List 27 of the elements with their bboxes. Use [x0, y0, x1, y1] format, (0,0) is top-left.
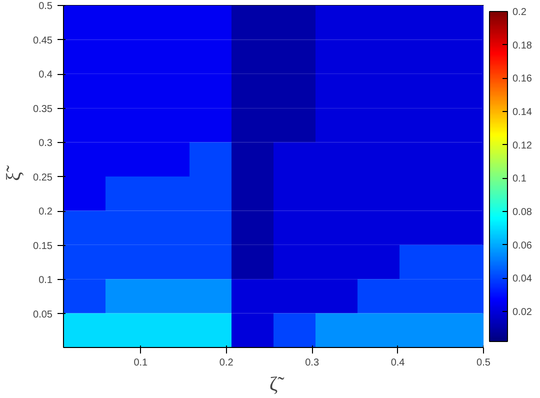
color-bar-label: 0.04	[512, 274, 532, 285]
color-bar-label: 0.08	[512, 207, 532, 218]
y-tick-label: 0.05	[33, 309, 53, 320]
y-tick-label: 0.4	[38, 70, 53, 81]
y-tick-label: 0.35	[33, 104, 53, 115]
x-axis-title: ζ̃	[269, 374, 285, 396]
color-bar-label: 0.02	[512, 307, 532, 318]
y-tick-label: 0.15	[33, 240, 53, 252]
color-bar-label: 0.2	[512, 7, 527, 18]
color-bar-label: 0.18	[512, 40, 532, 52]
y-tick-label: 0.5	[38, 1, 53, 12]
y-tick-label: 0.45	[33, 35, 53, 46]
x-tick-label: 0.2	[219, 358, 234, 368]
x-tick-label: 0.5	[476, 358, 491, 368]
y-tick-label: 0.1	[38, 275, 53, 286]
y-tick-label: 0.2	[38, 206, 53, 218]
color-bar-label: 0.16	[512, 74, 532, 85]
color-bar-label: 0.1	[512, 174, 527, 185]
y-tick-label: 0.3	[38, 138, 53, 150]
y-axis-title: ξ̃	[3, 165, 26, 181]
x-tick-label: 0.4	[390, 358, 406, 368]
color-bar-label: 0.14	[512, 107, 532, 118]
color-bar-label: 0.06	[512, 240, 532, 252]
color-bar-label: 0.12	[512, 140, 532, 152]
x-tick-label: 0.1	[134, 358, 148, 368]
y-tick-label: 0.25	[33, 172, 53, 184]
x-tick-label: 0.3	[305, 358, 320, 368]
